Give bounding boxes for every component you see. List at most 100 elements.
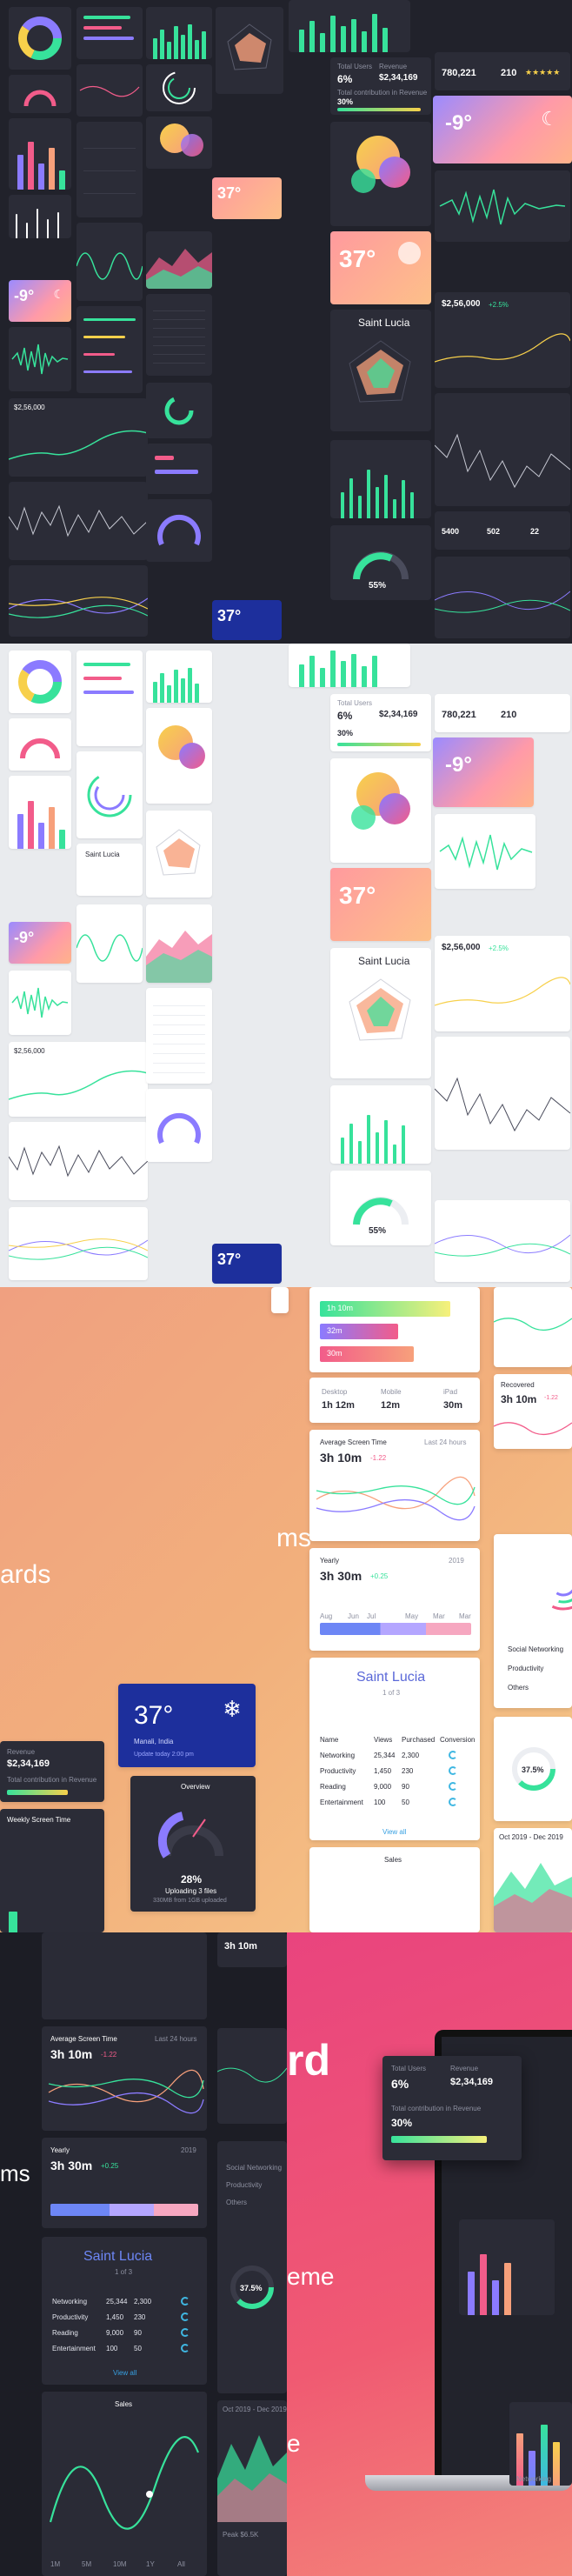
light-green-bars xyxy=(146,651,212,703)
moon-large-icon: ☾ xyxy=(541,108,558,130)
hero-text-ms-dark: ms xyxy=(0,2160,30,2186)
revenue-trend-card: $2,56,000 +2.5% xyxy=(435,292,570,388)
light-list-card xyxy=(76,651,143,746)
light-rings-card xyxy=(76,751,143,838)
bubble-stats-card xyxy=(330,122,431,226)
upload-overview-card: Overview 28% Uploading 3 files 330MB fro… xyxy=(130,1776,256,1912)
light-total-users: 6% xyxy=(337,710,353,722)
view-all-link[interactable]: View all xyxy=(382,1828,407,1836)
sales-title: Sales xyxy=(384,1856,402,1864)
light-visitors-card: 780,221 210 xyxy=(435,694,570,732)
table-cell: Entertainment xyxy=(52,2345,96,2352)
light-revenue: $2,34,169 xyxy=(379,710,418,719)
table-cell: Productivity xyxy=(320,1767,356,1775)
float-users: 6% xyxy=(391,2077,409,2091)
light-multi-line-card xyxy=(9,1207,148,1280)
dark-saint-lucia-card: Saint Lucia 1 of 3 View all Networking 25… xyxy=(42,2237,207,2385)
month-aug: Aug xyxy=(320,1612,333,1620)
tick-1y[interactable]: 1Y xyxy=(146,2560,155,2568)
dark-avg-screen-card: Average Screen Time Last 24 hours 3h 10m… xyxy=(42,2026,207,2131)
float-revenue-label: Revenue xyxy=(450,2065,479,2072)
weather-wide-card: -9° ☾ xyxy=(433,96,572,164)
light-visitors: 780,221 xyxy=(442,710,476,720)
avg-value: 3h 10m xyxy=(320,1451,362,1465)
conversion-ring-icon xyxy=(181,2312,190,2321)
dark-yearly-card: Yearly 2019 3h 30m +0.25 xyxy=(42,2138,207,2228)
dark-legend-others: Others xyxy=(226,2199,248,2206)
conversion-ring-icon xyxy=(181,2297,190,2306)
light-bars-card xyxy=(9,776,71,849)
dark-avg-label: Average Screen Time xyxy=(50,2035,117,2043)
dark-avg-delta: -1.22 xyxy=(101,2051,117,2059)
pie-chart xyxy=(18,17,62,60)
dark-view-all-link[interactable]: View all xyxy=(113,2369,137,2377)
area-line xyxy=(9,430,148,460)
light-line-card: $2,56,000 xyxy=(9,1042,148,1117)
light-blue-weather: 37° xyxy=(212,1244,282,1284)
col-conversion: Conversion xyxy=(440,1736,476,1744)
saint-lucia-table-card: Saint Lucia 1 of 3 Name Views Purchased … xyxy=(309,1658,480,1840)
device-ipad-value: 30m xyxy=(443,1400,463,1411)
table-cell: 25,344 xyxy=(374,1752,396,1759)
right-line-card xyxy=(494,1287,572,1367)
light-weather-large: 37° xyxy=(330,868,431,941)
bar-label-3: 30m xyxy=(327,1349,343,1358)
light-weather-wide-temp: -9° xyxy=(445,753,472,777)
total-users-label: Total Users xyxy=(337,63,373,70)
sine-card xyxy=(76,223,143,301)
light-waveform-card xyxy=(9,971,71,1035)
table-cell: Networking xyxy=(320,1752,356,1759)
light-trend-number: $2,56,000 xyxy=(442,943,481,952)
dark-yearly-delta: +0.25 xyxy=(101,2162,119,2170)
donut-percent: 37.5% xyxy=(522,1765,544,1774)
area-colored-card xyxy=(146,231,212,289)
month-mar-1: Mar xyxy=(433,1612,445,1620)
spikes-card xyxy=(9,195,71,238)
manali-update: Update today 2:00 pm xyxy=(134,1752,194,1758)
light-weather-large-temp: 37° xyxy=(339,882,376,909)
hero-text-ards: ards xyxy=(0,1560,51,1589)
lines-card xyxy=(76,64,143,117)
dark-sales-card: Sales 1M 5M 10M 1Y All xyxy=(42,2392,207,2576)
col-name: Name xyxy=(320,1736,339,1744)
donut-card: 37.5% xyxy=(494,1717,572,1821)
green-bars-card xyxy=(146,7,212,59)
conversion-ring-icon xyxy=(449,1766,457,1775)
upload-gauge-label: Uploading 3 files xyxy=(165,1887,217,1895)
weekly-screen-card: Weekly Screen Time xyxy=(0,1809,104,1932)
contribution-value: 30% xyxy=(337,97,354,106)
float-contrib: 30% xyxy=(391,2117,413,2129)
light-bubbles-card xyxy=(146,708,212,804)
contribution-label: Total contribution in Revenue xyxy=(337,89,428,97)
dark-placeholder-top xyxy=(42,1932,207,2019)
dark-yearly-year: 2019 xyxy=(181,2146,196,2154)
pie-card xyxy=(9,7,71,70)
weather-wide-temp: -9° xyxy=(445,111,472,135)
hero-text-ms: ms xyxy=(276,1524,311,1552)
light-radar-title: Saint Lucia xyxy=(358,955,410,967)
tick-5m[interactable]: 5M xyxy=(82,2560,92,2568)
yearly-card: Yearly 2019 3h 30m +0.25 Aug Jun Jul May… xyxy=(309,1548,480,1651)
tick-1m[interactable]: 1M xyxy=(50,2560,61,2568)
dark-yearly-value: 3h 30m xyxy=(50,2159,93,2172)
light-bubble-card xyxy=(330,758,431,863)
volatile-line-card xyxy=(9,482,148,560)
light-gauge-card xyxy=(9,718,71,771)
range-label: Oct 2019 - Dec 2019 xyxy=(499,1833,563,1841)
light-weather-card: -9° xyxy=(9,922,71,964)
rings-card xyxy=(146,64,212,111)
tick-10m[interactable]: 10M xyxy=(113,2560,127,2568)
table-cell: 25,344 xyxy=(106,2298,128,2306)
light-weather-temp: -9° xyxy=(14,929,35,946)
avg-range: Last 24 hours xyxy=(424,1438,467,1446)
dark-small-stat-value: 3h 10m xyxy=(224,1941,257,1952)
top-green-bars-card xyxy=(289,0,410,52)
weather-temp-positive: 37° xyxy=(217,184,242,202)
dark-right-line xyxy=(217,2028,287,2124)
progress-list-card xyxy=(76,306,143,393)
dark-table-title: Saint Lucia xyxy=(83,2249,153,2264)
tick-all[interactable]: All xyxy=(177,2560,185,2568)
bar-chart-card xyxy=(9,118,71,190)
light-sine-card xyxy=(76,904,143,983)
table-cell: Productivity xyxy=(52,2313,89,2321)
